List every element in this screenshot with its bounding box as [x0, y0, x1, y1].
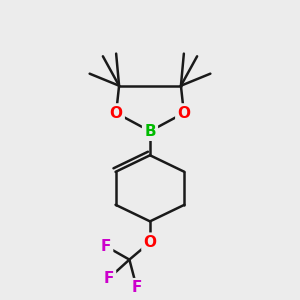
Text: F: F	[100, 239, 111, 254]
Text: F: F	[103, 271, 114, 286]
Text: O: O	[143, 235, 157, 250]
Text: O: O	[177, 106, 190, 121]
Text: B: B	[144, 124, 156, 139]
Text: F: F	[132, 280, 142, 295]
Text: O: O	[110, 106, 123, 121]
